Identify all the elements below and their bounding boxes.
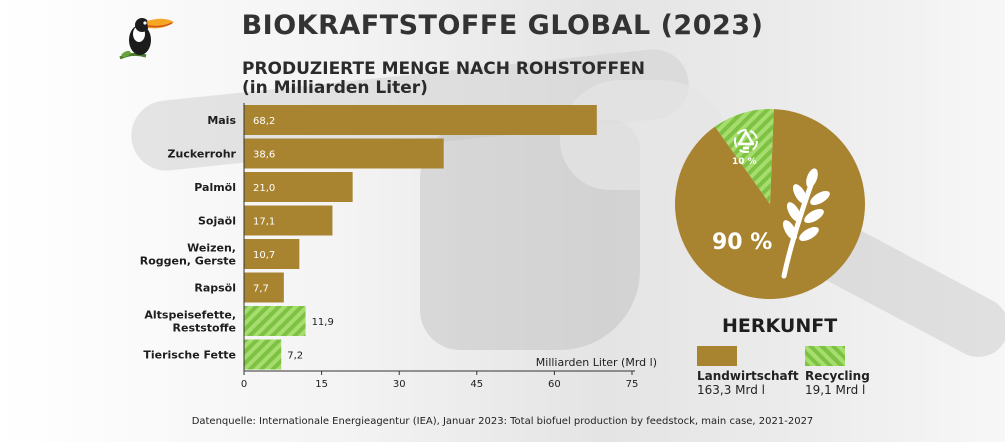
bar-value-label-5: 10,7 [253,250,275,261]
legend-swatch-recycling [805,346,845,366]
pie-label-recycling: 10 % [732,157,757,167]
bar-value-label-4: 17,1 [253,217,275,228]
x-axis-label: Milliarden Liter (Mrd l) [536,356,657,369]
legend-swatch-landwirtschaft [697,346,737,366]
wheat-icon [781,168,830,279]
bar-category-label-5-line-1: Weizen, [187,242,236,255]
bar-4 [244,205,333,236]
bar-category-label-7-line-1: Altspeisefette, [144,309,236,322]
bar-value-label-1: 68,2 [253,116,275,127]
bar-value-label-8: 7,2 [287,351,303,362]
legend-item-landwirtschaft: Landwirtschaft 163,3 Mrd l [697,369,799,397]
legend-label-landwirtschaft: Landwirtschaft [697,369,799,383]
bar-value-label-2: 38,6 [253,150,275,161]
bar-2 [244,138,444,169]
bar-category-label-2: Zuckerrohr [168,148,237,161]
bar-value-label-6: 7,7 [253,284,269,295]
bar-category-label-3: Palmöl [194,181,236,194]
pie-slice-recycling [714,109,774,204]
recycle-icon [734,129,758,153]
bar-category-label-5-line-2: Roggen, Gerste [140,255,236,268]
page-title: BIOKRAFTSTOFFE GLOBAL (2023) [241,10,764,41]
pie-title: HERKUNFT [722,315,838,337]
chart-subtitle: PRODUZIERTE MENGE NACH ROHSTOFFEN (in Mi… [242,60,645,98]
data-source-note: Datenquelle: Internationale Energieagent… [191,416,814,427]
bar-value-label-3: 21,0 [253,183,275,194]
legend-item-recycling: Recycling 19,1 Mrd l [805,369,870,397]
x-tick-label-1: 0 [241,379,247,390]
x-tick-label-3: 30 [393,379,406,390]
bar-8 [244,339,282,370]
x-tick-label-4: 45 [470,379,483,390]
chart-subtitle-line-1: PRODUZIERTE MENGE NACH ROHSTOFFEN [242,59,646,79]
bar-category-label-6: Rapsöl [194,282,236,295]
pie-slice-landwirtschaft [675,109,865,299]
legend-label-recycling: Recycling [805,369,870,383]
x-tick-label-2: 15 [315,379,328,390]
pie-chart [675,109,865,299]
chart-subtitle-line-2: (in Milliarden Liter) [242,78,428,98]
bar-value-label-7: 11,9 [312,317,334,328]
bar-1 [244,105,597,135]
bar-category-label-8: Tierische Fette [143,349,236,362]
bar-7 [244,306,306,336]
pie-label-landwirtschaft: 90 % [712,230,773,255]
bar-category-label-1: Mais [207,114,236,127]
bar-5 [244,239,300,269]
bar-category-label-7-line-2: Reststoffe [173,322,236,335]
legend-value-landwirtschaft: 163,3 Mrd l [697,383,766,397]
x-tick-label-6: 75 [626,379,639,390]
bar-6 [244,272,284,303]
bar-3 [244,172,353,202]
toucan-icon [119,18,174,60]
bar-category-label-4: Sojaöl [198,215,236,228]
x-tick-label-5: 60 [548,379,561,390]
legend-value-recycling: 19,1 Mrd l [805,383,866,397]
